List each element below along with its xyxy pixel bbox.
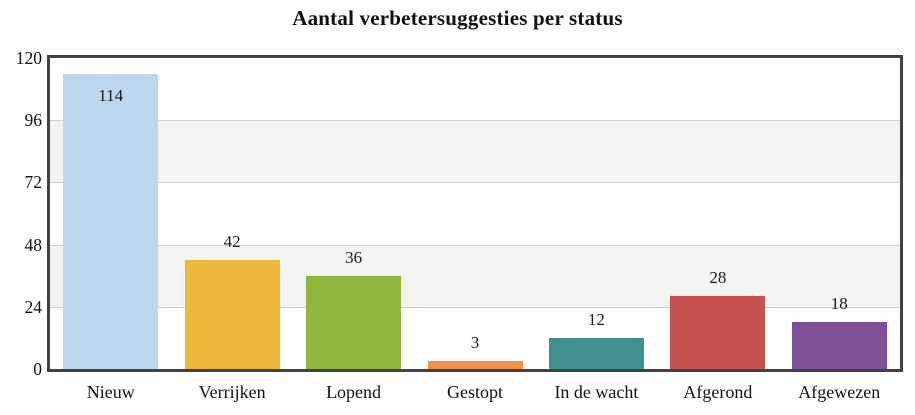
x-axis-label-afgerond: Afgerond <box>683 382 753 402</box>
x-axis-label-afgewezen: Afgewezen <box>798 382 881 402</box>
y-tick-label-0: 0 <box>33 359 42 379</box>
bar-value-label-in-de-wacht: 12 <box>587 309 605 329</box>
plot-band-shaded <box>50 120 900 183</box>
plot-band-shaded <box>50 244 900 307</box>
bar-in-de-wacht <box>548 337 644 369</box>
bar-value-label-nieuw: 114 <box>98 85 124 105</box>
bar-value-label-gestopt: 3 <box>470 333 480 353</box>
x-axis-label-verrijken: Verrijken <box>198 382 266 402</box>
bar-lopend <box>306 275 402 369</box>
x-axis-label-gestopt: Gestopt <box>447 382 503 402</box>
bar-verrijken <box>184 260 280 369</box>
bar-value-label-verrijken: 42 <box>223 232 241 252</box>
bar-value-label-afgewezen: 18 <box>830 294 848 314</box>
bar-nieuw <box>63 73 159 369</box>
chart-title: Aantal verbetersuggesties per status <box>292 6 623 30</box>
bar-value-label-lopend: 36 <box>345 247 363 267</box>
x-axis-label-in-de-wacht: In de wacht <box>554 382 639 402</box>
y-tick-label-72: 72 <box>24 172 43 193</box>
y-tick-label-24: 24 <box>24 296 43 317</box>
plot-band-plain <box>50 182 900 245</box>
plot-band-plain <box>50 58 900 121</box>
y-tick-label-48: 48 <box>24 234 43 255</box>
y-tick-label-120: 120 <box>15 48 42 68</box>
x-axis-label-nieuw: Nieuw <box>86 382 135 402</box>
plot-area <box>47 55 903 372</box>
bar-afgewezen <box>791 322 887 369</box>
bar-afgerond <box>670 296 766 369</box>
bar-gestopt <box>427 361 523 369</box>
y-tick-label-96: 96 <box>24 110 43 131</box>
bar-value-label-afgerond: 28 <box>709 268 727 288</box>
x-axis-label-lopend: Lopend <box>326 382 382 402</box>
